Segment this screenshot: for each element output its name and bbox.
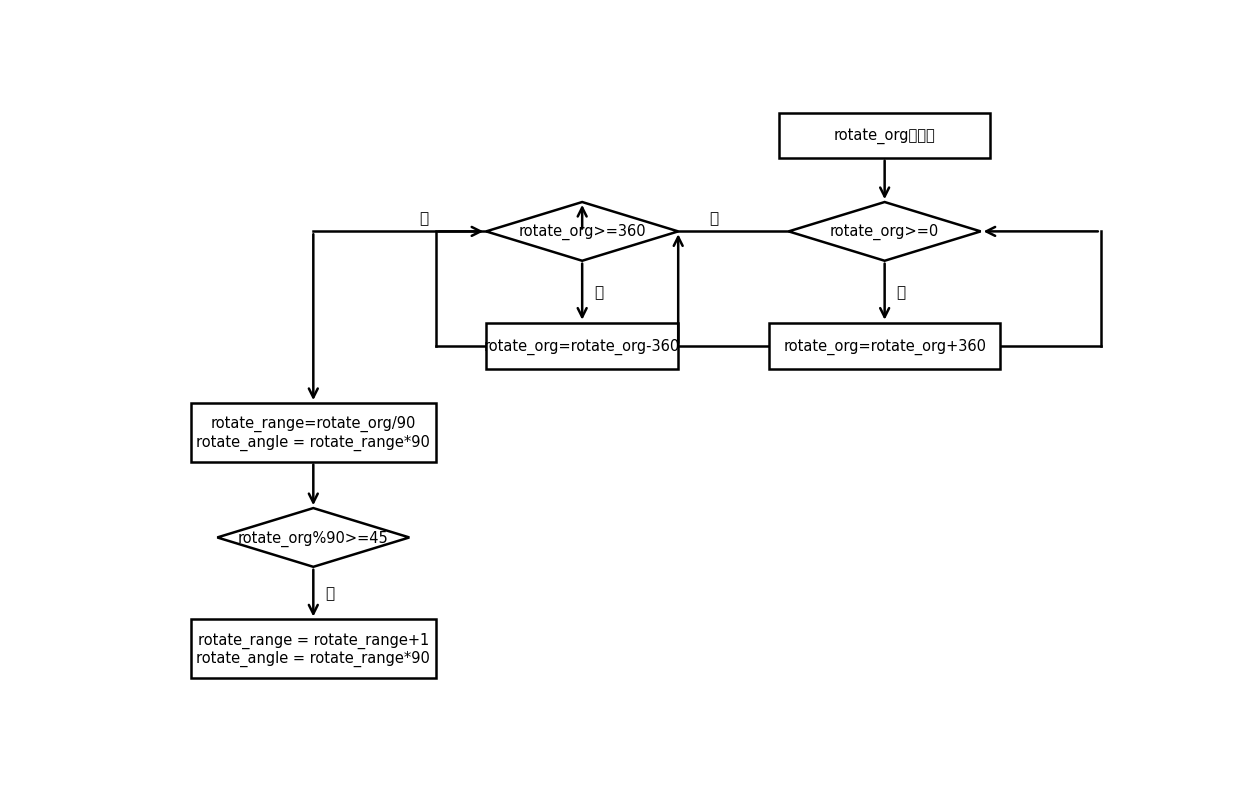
Text: rotate_org=rotate_org-360: rotate_org=rotate_org-360 xyxy=(484,338,680,354)
FancyBboxPatch shape xyxy=(191,403,436,462)
Text: 是: 是 xyxy=(593,285,603,300)
FancyBboxPatch shape xyxy=(486,323,678,370)
Text: rotate_org%90>=45: rotate_org%90>=45 xyxy=(238,529,389,546)
Text: rotate_org>=360: rotate_org>=360 xyxy=(518,224,646,240)
Text: 是: 是 xyxy=(710,211,719,226)
Text: 否: 否 xyxy=(419,211,429,226)
Polygon shape xyxy=(486,203,678,261)
FancyBboxPatch shape xyxy=(769,323,1000,370)
FancyBboxPatch shape xyxy=(191,620,436,678)
Text: rotate_range=rotate_org/90
rotate_angle = rotate_range*90: rotate_range=rotate_org/90 rotate_angle … xyxy=(196,415,430,450)
Polygon shape xyxy=(217,508,409,567)
Polygon shape xyxy=(789,203,981,261)
Text: rotate_range = rotate_range+1
rotate_angle = rotate_range*90: rotate_range = rotate_range+1 rotate_ang… xyxy=(196,631,430,666)
Text: rotate_org属性値: rotate_org属性値 xyxy=(834,128,935,144)
FancyBboxPatch shape xyxy=(779,114,990,159)
Text: 是: 是 xyxy=(325,586,335,601)
Text: rotate_org>=0: rotate_org>=0 xyxy=(830,224,939,240)
Text: rotate_org=rotate_org+360: rotate_org=rotate_org+360 xyxy=(783,338,986,354)
Text: 否: 否 xyxy=(896,285,906,300)
